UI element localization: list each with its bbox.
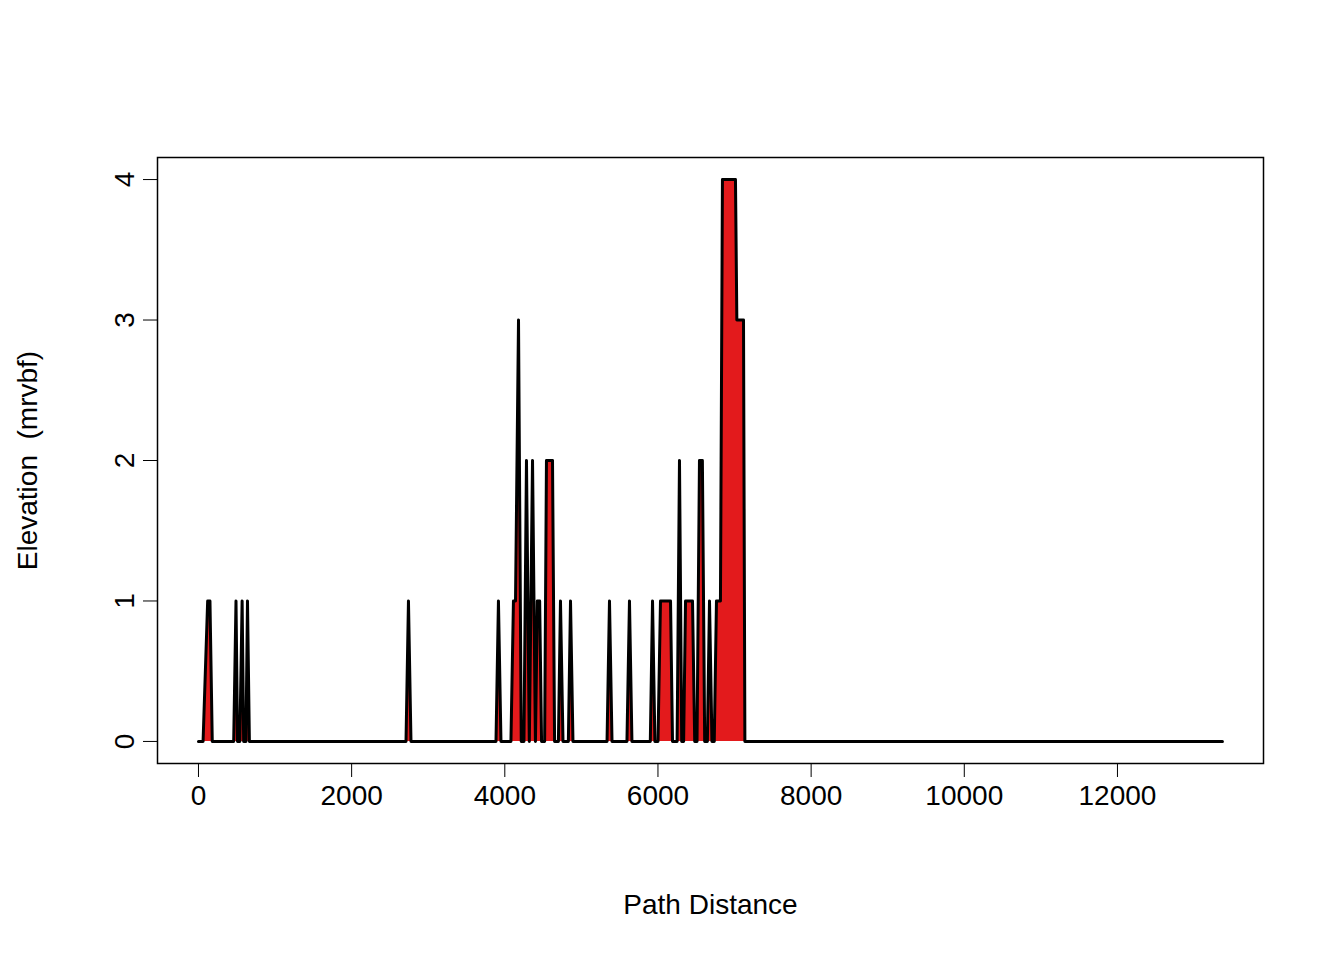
svg-text:0: 0 bbox=[109, 734, 140, 750]
svg-text:0: 0 bbox=[191, 780, 207, 811]
svg-text:Elevation (mrvbf): Elevation (mrvbf) bbox=[12, 351, 43, 570]
svg-text:4000: 4000 bbox=[474, 780, 536, 811]
svg-text:1: 1 bbox=[109, 593, 140, 609]
svg-text:2: 2 bbox=[109, 453, 140, 469]
svg-text:Path Distance: Path Distance bbox=[623, 889, 797, 920]
svg-text:4: 4 bbox=[109, 172, 140, 188]
svg-text:3: 3 bbox=[109, 312, 140, 328]
svg-text:6000: 6000 bbox=[627, 780, 689, 811]
svg-text:10000: 10000 bbox=[925, 780, 1003, 811]
svg-text:12000: 12000 bbox=[1079, 780, 1157, 811]
svg-text:8000: 8000 bbox=[780, 780, 842, 811]
svg-text:2000: 2000 bbox=[320, 780, 382, 811]
